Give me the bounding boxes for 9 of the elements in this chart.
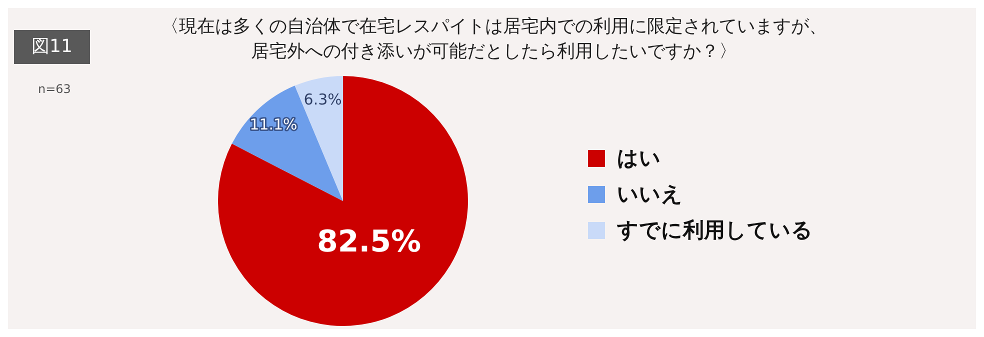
- chart-title: 〈現在は多くの自治体で在宅レスパイトは居宅内での利用に限定されていますが、居宅外への付き添いが可能だとしたら利用したいですか？〉: [160, 15, 828, 64]
- legend-label: いいえ: [617, 181, 683, 208]
- legend-label: はい: [617, 145, 661, 172]
- legend-label: すでに利用している: [617, 217, 813, 244]
- data-label: 6.3%: [304, 90, 342, 108]
- data-label: 82.5%: [316, 224, 422, 260]
- data-label: 11.1%: [250, 116, 298, 134]
- text: n=63: [38, 82, 71, 96]
- caption: 図11: [14, 30, 90, 64]
